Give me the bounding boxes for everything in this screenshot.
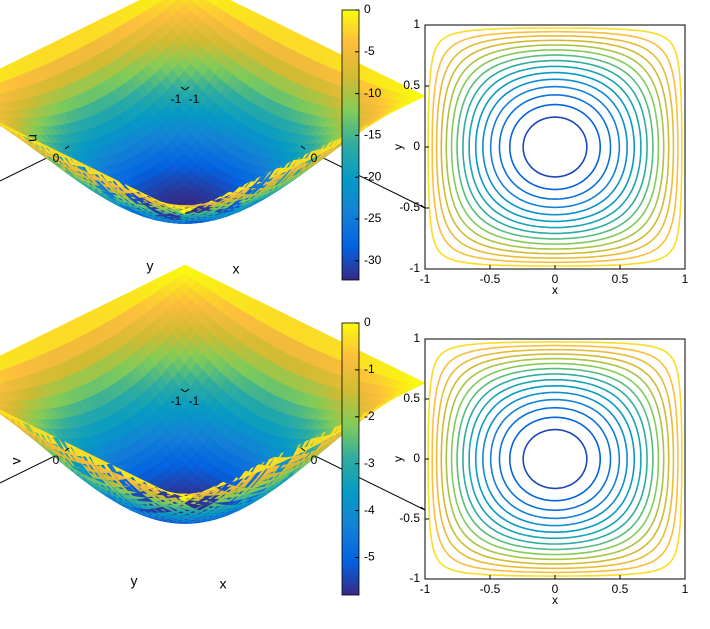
y-tick-label: -1 [409, 261, 420, 275]
x-tick-label: -1 [420, 272, 431, 286]
y-tick-label: 0 [53, 453, 60, 467]
x-tick [420, 204, 426, 209]
x-tick-label: -0.5 [480, 582, 501, 596]
x-tick-label: 0 [311, 453, 318, 467]
contour-line [489, 85, 621, 209]
x-tick [420, 506, 426, 511]
contour-line [435, 348, 675, 570]
contour-line [456, 54, 654, 240]
y-tick [184, 86, 190, 91]
x-tick-label: 0.5 [612, 582, 629, 596]
y-tick-label: 1 [413, 331, 420, 345]
colorbar-tick-label: -2 [364, 409, 375, 423]
x-tick-label: 0 [311, 151, 318, 165]
contour-line [489, 398, 621, 520]
x-axis-label: x [233, 261, 240, 277]
contour-line [462, 373, 648, 545]
colorbar [341, 322, 360, 596]
x-axis-label: x [220, 576, 227, 592]
x-tick [180, 388, 186, 393]
x-tick-label: 1 [682, 272, 689, 286]
contour-line [440, 353, 670, 565]
y-tick [64, 145, 70, 150]
contour-line [431, 344, 679, 574]
contour-line [445, 357, 665, 561]
contour-line [508, 103, 602, 191]
colorbar-tick-label: -1 [364, 362, 375, 376]
colorbar [341, 9, 360, 281]
x-tick-label: 0 [552, 582, 559, 596]
colorbar-tick-label: 0 [364, 2, 371, 16]
y-tick-label: -1 [409, 571, 420, 585]
contour-line [435, 35, 675, 259]
surface-mesh [0, 0, 426, 224]
contour-line [445, 44, 665, 250]
colorbar-tick-label: -4 [364, 503, 375, 517]
x-tick-label: -1 [189, 394, 200, 408]
contour-line [522, 116, 588, 178]
x-tick [180, 86, 186, 91]
x-tick-label: -1 [420, 582, 431, 596]
x-axis-label: x [552, 593, 558, 607]
contour-line [450, 362, 660, 556]
y-axis-label: y [391, 456, 405, 462]
x-tick-label: 0 [552, 272, 559, 286]
y-tick-label: -0.5 [399, 511, 420, 525]
y-tick-label: 0 [413, 139, 420, 153]
x-tick-label: 0.5 [612, 272, 629, 286]
z-axis-label: u [24, 134, 40, 142]
contour-line [508, 416, 602, 502]
x-tick [300, 447, 306, 452]
colorbar-tick-label: -5 [364, 550, 375, 564]
surface-patch [412, 92, 426, 100]
contour-line [450, 49, 660, 245]
y-tick-label: -0.5 [399, 200, 420, 214]
contour-line [474, 71, 636, 223]
y-axis-label: y [147, 258, 154, 274]
colorbar-tick-label: -25 [364, 211, 382, 225]
contour-line [474, 384, 636, 534]
y-tick [184, 388, 190, 393]
x-tick-label: 1 [682, 582, 689, 596]
z-axis-label: v [8, 458, 24, 465]
contour-line [498, 406, 612, 512]
colorbar-tick-label: -20 [364, 169, 382, 183]
x-tick-label: -0.5 [480, 272, 501, 286]
surface-patch [412, 379, 426, 387]
y-tick-label: 0 [53, 151, 60, 165]
colorbar-tick-label: -10 [364, 86, 382, 100]
contour-line [468, 378, 642, 540]
y-axis-label: y [131, 573, 138, 589]
plot-area [424, 338, 686, 580]
y-tick-label: -1 [171, 394, 182, 408]
y-tick-label: 1 [413, 17, 420, 31]
colorbar-tick-label: 0 [364, 315, 371, 329]
colorbar-tick-label: -5 [364, 44, 375, 58]
y-tick [64, 447, 70, 452]
y-tick-label: 0.5 [403, 391, 420, 405]
contour-line [456, 367, 654, 551]
x-tick [300, 145, 306, 150]
contour-line [468, 65, 642, 229]
y-tick-label: -1 [171, 92, 182, 106]
colorbar-tick-label: -15 [364, 128, 382, 142]
contour-line [482, 78, 628, 216]
surface-mesh [0, 264, 426, 524]
contour-line [462, 59, 648, 235]
contour-lines [427, 341, 683, 577]
y-tick-label: 0 [413, 451, 420, 465]
contour-line [440, 39, 670, 255]
contour-line [431, 30, 679, 264]
colorbar-tick-label: -30 [364, 253, 382, 267]
y-axis-label: y [391, 144, 405, 150]
contour-line [522, 428, 588, 490]
colorbar-tick-label: -3 [364, 456, 375, 470]
y-tick-label: 0.5 [403, 78, 420, 92]
contour-line [498, 94, 612, 200]
contour-line [482, 391, 628, 527]
x-axis-label: x [552, 283, 558, 297]
x-tick-label: -1 [189, 92, 200, 106]
plot-area [424, 24, 686, 270]
